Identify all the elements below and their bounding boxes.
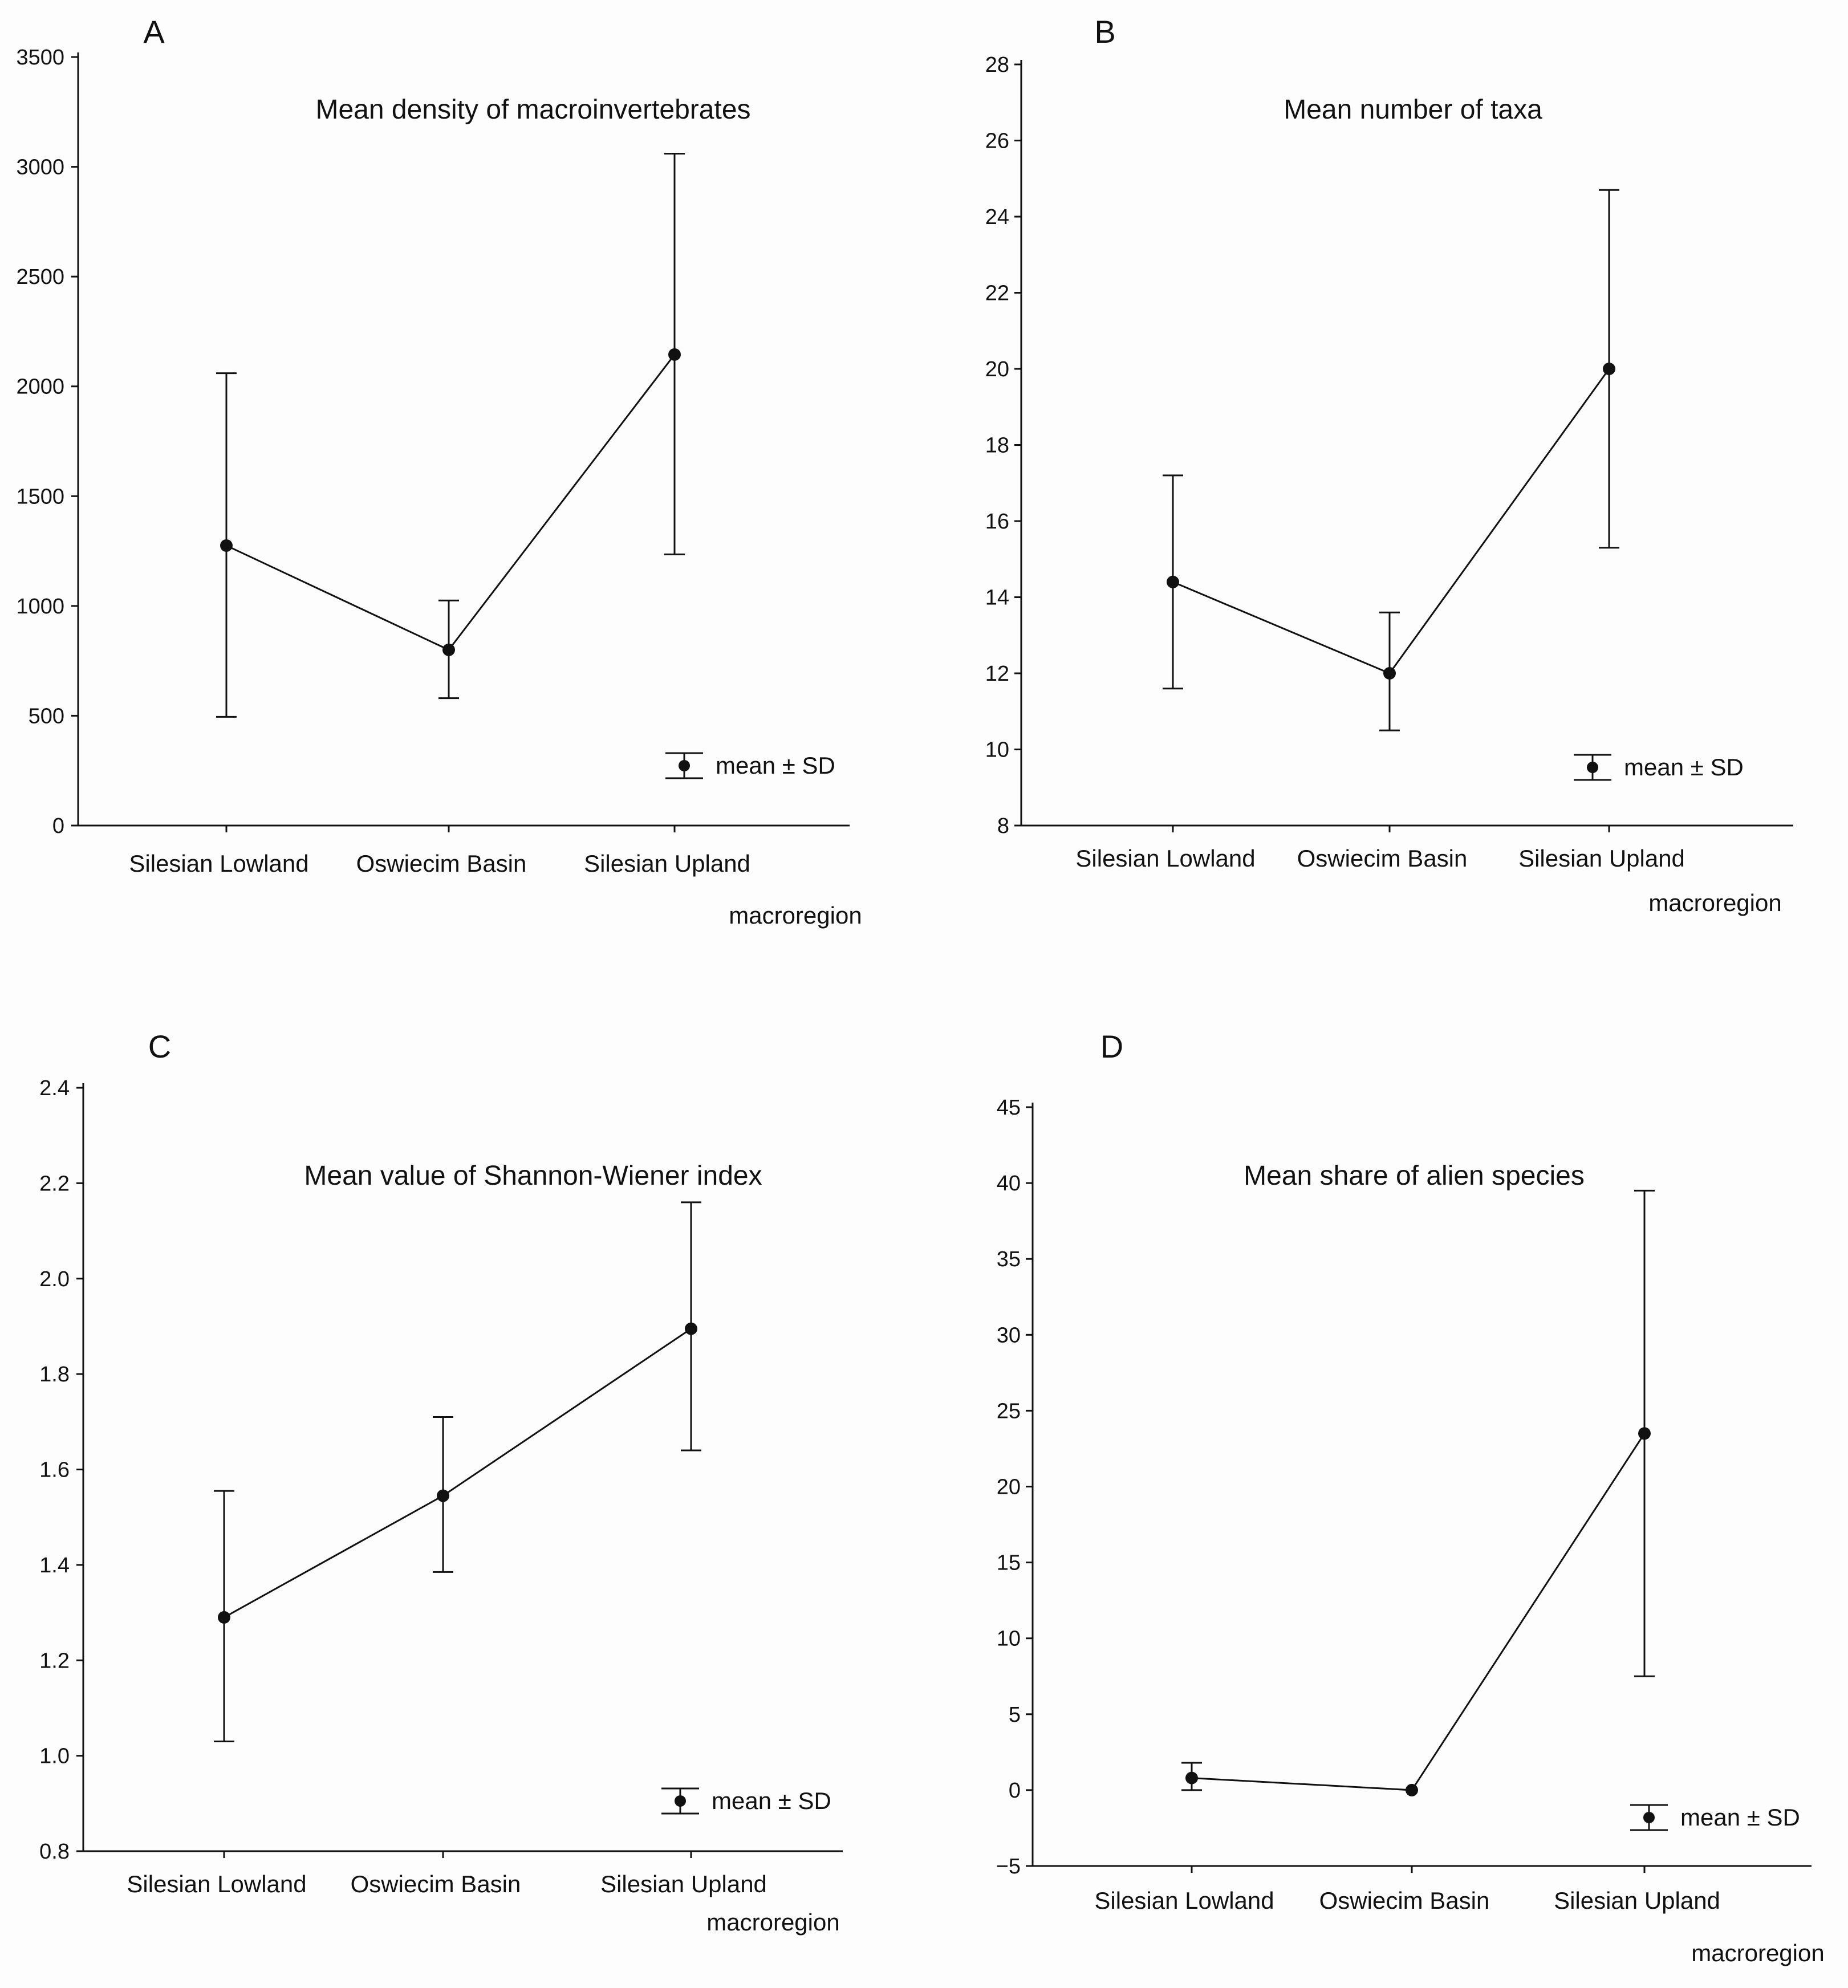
panel-d-mean-point [1185,1771,1198,1784]
panel-d-y-tick-label: 45 [997,1096,1021,1120]
panel-a-mean-line [226,353,676,651]
panel-d-category-label: Oswiecim Basin [1319,1887,1490,1914]
panel-b-category-label: Oswiecim Basin [1297,845,1468,872]
panel-b-mean-point [1383,667,1396,680]
panel-d-y-tick-label: 0 [1009,1779,1021,1803]
panel-c-y-tick-label: 1.8 [39,1363,70,1387]
panel-d-legend-point [1643,1812,1655,1823]
panel-b-mean-point [1167,575,1179,588]
panel-b-y-tick-label: 10 [985,738,1009,762]
panel-b-legend-point [1587,762,1598,773]
panel-d-y-tick-label: 20 [997,1475,1021,1499]
panel-a-y-tick-label: 1000 [16,595,64,619]
panel-b-legend-label: mean ± SD [1624,754,1744,780]
panel-c-x-axis-label: macroregion [706,1909,839,1936]
panel-d-mean-line [1191,1433,1646,1791]
panel-a-legend-label: mean ± SD [716,752,835,779]
panel-d-category-label: Silesian Upland [1554,1887,1720,1914]
panel-c-mean-point [685,1322,697,1335]
panel-d-x-axis-label: macroregion [1691,1940,1824,1966]
panel-a-mean-point [220,539,233,552]
panel-c-category-label: Silesian Upland [600,1871,767,1897]
panel-d-y-tick-label: 15 [997,1551,1021,1575]
panel-b-y-tick-label: 16 [985,510,1009,534]
panel-c-y-tick-label: 0.8 [39,1840,70,1864]
panel-b-mean-line [1172,368,1610,674]
panel-c-letter: C [148,1028,171,1064]
panel-c-y-tick-label: 1.4 [39,1554,70,1578]
panel-a-category-label: Silesian Lowland [129,850,308,877]
panel-b-category-label: Silesian Upland [1518,845,1685,872]
panel-c-mean-point [437,1489,449,1502]
panel-a-mean-point [442,643,455,656]
panel-d-letter: D [1100,1028,1123,1064]
panel-c-y-tick-label: 1.6 [39,1458,70,1482]
panel-b-letter: B [1094,14,1115,50]
panel-d-y-tick-label: 5 [1009,1703,1021,1727]
panel-c-mean-point [218,1611,230,1624]
panel-b-title: Mean number of taxa [1284,95,1542,125]
panel-d-title: Mean share of alien species [1244,1161,1585,1191]
panel-a-legend-point [679,760,690,771]
panel-b-x-axis-label: macroregion [1648,889,1781,916]
panel-a-y-tick-label: 1500 [16,485,64,509]
panel-c-category-label: Oswiecim Basin [351,1871,521,1897]
panel-c-y-tick-label: 1.2 [39,1649,70,1673]
panel-b-y-tick-label: 20 [985,357,1009,381]
panel-a-y-tick-label: 2000 [16,375,64,399]
panel-a-y-tick-label: 3000 [16,156,64,180]
panel-d-y-tick-label: −5 [996,1855,1021,1879]
panel-b-y-tick-label: 12 [985,662,1009,686]
panel-d-y-tick-label: 40 [997,1172,1021,1196]
panel-a-y-tick-label: 500 [29,704,64,728]
panel-c-title: Mean value of Shannon-Wiener index [304,1161,762,1191]
panel-b-y-tick-label: 26 [985,129,1009,153]
panel-a-mean-point [668,348,681,361]
panel-a-title: Mean density of macroinvertebrates [315,95,750,125]
panel-d-y-tick-label: 35 [997,1247,1021,1271]
panel-a-category-label: Silesian Upland [584,850,750,877]
panel-a-y-tick-label: 0 [52,814,64,838]
panel-c-legend-point [675,1795,686,1807]
panel-a-y-tick-label: 2500 [16,265,64,289]
panel-b-y-tick-label: 22 [985,282,1009,306]
panel-a-x-axis-label: macroregion [729,902,862,929]
panel-d-legend-label: mean ± SD [1680,1804,1800,1831]
panel-c-legend-label: mean ± SD [712,1787,831,1814]
panel-b-category-label: Silesian Lowland [1075,845,1255,872]
panel-d-y-tick-label: 10 [997,1627,1021,1651]
panel-d-y-tick-label: 30 [997,1323,1021,1347]
panel-b-y-tick-label: 8 [997,814,1009,838]
panel-c-category-label: Silesian Lowland [127,1871,306,1897]
panel-b-y-tick-label: 14 [985,586,1009,610]
panel-c-mean-line [224,1328,692,1619]
panel-c-y-tick-label: 2.2 [39,1172,70,1196]
panel-a-letter: A [143,14,165,50]
panel-c-y-tick-label: 2.0 [39,1267,70,1291]
panel-c-y-tick-label: 1.0 [39,1745,70,1769]
panel-c-y-tick-label: 2.4 [39,1076,70,1100]
panel-d-y-tick-label: 25 [997,1399,1021,1423]
panel-a-category-label: Oswiecim Basin [356,850,527,877]
panel-b-y-tick-label: 28 [985,53,1009,77]
panel-d-category-label: Silesian Lowland [1094,1887,1274,1914]
panel-b-y-tick-label: 18 [985,434,1009,458]
panel-d-mean-point [1406,1783,1418,1796]
panel-d-mean-point [1638,1427,1651,1440]
panel-b-mean-point [1603,363,1615,375]
panel-b-y-tick-label: 24 [985,205,1009,229]
panel-a-y-tick-label: 3500 [16,46,64,70]
